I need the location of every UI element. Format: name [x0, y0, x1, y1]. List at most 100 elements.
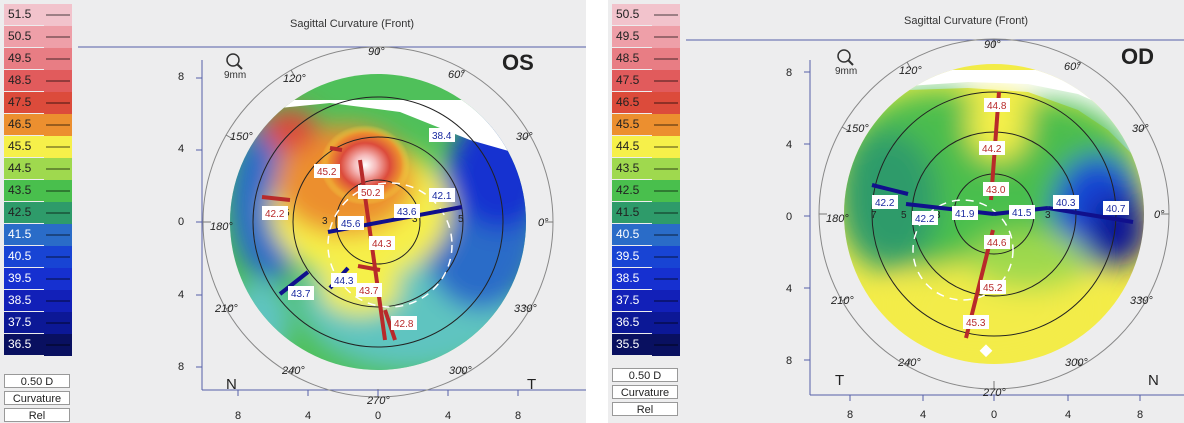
- legend-row: 50.5: [612, 4, 680, 26]
- zoom-label: 9mm: [835, 66, 858, 77]
- legend-swatch: [652, 26, 680, 48]
- legend-swatch: [44, 48, 72, 70]
- legend-swatch: [652, 202, 680, 224]
- legend-swatch: [44, 202, 72, 224]
- legend-row: 47.5: [612, 70, 680, 92]
- svg-text:40.3: 40.3: [1056, 198, 1076, 209]
- svg-text:8: 8: [515, 410, 521, 422]
- legend-value: 45.5: [4, 136, 44, 157]
- legend-value: 38.5: [4, 290, 44, 311]
- legend-row: 46.5: [612, 92, 680, 114]
- left-topography-panel: 51.5 50.5 49.5 48.5 47.5 46.5 45.5 44.5 43.5 42.5…: [0, 0, 586, 423]
- legend-value: 48.5: [612, 48, 652, 69]
- legend-row: 42.5: [612, 180, 680, 202]
- legend-swatch: [44, 334, 72, 356]
- svg-text:120°: 120°: [283, 73, 306, 85]
- legend-swatch: [652, 268, 680, 290]
- legend-value: 35.5: [612, 334, 652, 355]
- legend-value: 49.5: [612, 26, 652, 47]
- svg-text:0°: 0°: [1154, 209, 1165, 221]
- legend-value: 37.5: [612, 290, 652, 311]
- legend-value: 48.5: [4, 70, 44, 91]
- svg-text:300°: 300°: [1065, 357, 1088, 369]
- svg-text:8: 8: [1137, 409, 1143, 421]
- legend-row: 37.5: [612, 290, 680, 312]
- legend-row: 43.5: [612, 158, 680, 180]
- legend-value: 41.5: [612, 202, 652, 223]
- svg-text:3: 3: [322, 216, 328, 227]
- legend-row: 49.5: [4, 48, 72, 70]
- svg-text:8: 8: [178, 361, 184, 373]
- legend-row: 43.5: [4, 180, 72, 202]
- svg-text:42.1: 42.1: [432, 191, 452, 202]
- svg-text:8: 8: [178, 71, 184, 83]
- legend-swatch: [44, 312, 72, 334]
- legend-swatch: [652, 158, 680, 180]
- legend-swatch: [652, 224, 680, 246]
- svg-text:180°: 180°: [826, 213, 849, 225]
- svg-text:4: 4: [786, 283, 792, 295]
- reference-label[interactable]: Rel: [612, 402, 678, 416]
- curvature-map: 5 3 3 5 38.4 45.2 50.2 42.2 43.6 42.1 45…: [78, 46, 586, 422]
- legend-swatch: [44, 4, 72, 26]
- legend-swatch: [652, 246, 680, 268]
- legend-value: 41.5: [4, 224, 44, 245]
- legend-swatch: [44, 114, 72, 136]
- legend-row: 47.5: [4, 92, 72, 114]
- legend-value: 49.5: [4, 48, 44, 69]
- svg-text:60°: 60°: [448, 69, 465, 81]
- nasal-label: N: [226, 376, 237, 393]
- svg-text:5: 5: [901, 210, 907, 221]
- svg-text:38.4: 38.4: [432, 131, 452, 142]
- svg-text:8: 8: [786, 67, 792, 79]
- mode-label[interactable]: Curvature: [4, 391, 70, 405]
- svg-text:30°: 30°: [516, 131, 533, 143]
- legend-row: 38.5: [612, 268, 680, 290]
- legend-swatch: [652, 92, 680, 114]
- legend-swatch: [44, 246, 72, 268]
- legend-swatch: [44, 180, 72, 202]
- svg-text:150°: 150°: [846, 123, 869, 135]
- curvature-map: 7 5 3 3 44.8 44.2 43.0 42.2 42.2 41.9 41…: [686, 38, 1184, 421]
- legend-value: 39.5: [4, 268, 44, 289]
- legend-swatch: [44, 224, 72, 246]
- legend-row: 44.5: [612, 136, 680, 158]
- svg-text:270°: 270°: [982, 387, 1006, 399]
- svg-text:42.2: 42.2: [875, 198, 895, 209]
- svg-text:4: 4: [305, 410, 311, 422]
- legend-swatch: [44, 136, 72, 158]
- zoom-icon[interactable]: [226, 53, 243, 70]
- svg-text:270°: 270°: [366, 395, 390, 407]
- legend-row: 40.5: [4, 246, 72, 268]
- legend-row: 49.5: [612, 26, 680, 48]
- svg-text:45.6: 45.6: [341, 219, 361, 230]
- svg-text:41.5: 41.5: [1012, 208, 1032, 219]
- legend-row: 40.5: [612, 224, 680, 246]
- svg-text:330°: 330°: [1130, 295, 1153, 307]
- legend-row: 50.5: [4, 26, 72, 48]
- legend-value: 42.5: [4, 202, 44, 223]
- reference-label[interactable]: Rel: [4, 408, 70, 422]
- svg-text:90°: 90°: [984, 39, 1001, 51]
- svg-text:43.0: 43.0: [986, 185, 1006, 196]
- legend-value: 37.5: [4, 312, 44, 333]
- legend-value: 44.5: [612, 136, 652, 157]
- legend-value: 51.5: [4, 4, 44, 25]
- svg-text:4: 4: [445, 410, 451, 422]
- svg-text:0: 0: [786, 211, 792, 223]
- svg-text:120°: 120°: [899, 65, 922, 77]
- legend-value: 40.5: [612, 224, 652, 245]
- svg-text:330°: 330°: [514, 303, 537, 315]
- svg-text:240°: 240°: [281, 365, 305, 377]
- zoom-label: 9mm: [224, 70, 247, 81]
- legend-swatch: [44, 92, 72, 114]
- svg-text:41.9: 41.9: [955, 209, 975, 220]
- legend-value: 50.5: [4, 26, 44, 47]
- legend-row: 41.5: [612, 202, 680, 224]
- legend-row: 39.5: [4, 268, 72, 290]
- mode-label[interactable]: Curvature: [612, 385, 678, 399]
- legend-value: 36.5: [612, 312, 652, 333]
- zoom-icon[interactable]: [837, 49, 854, 66]
- svg-text:3: 3: [1045, 210, 1051, 221]
- svg-text:42.8: 42.8: [394, 319, 414, 330]
